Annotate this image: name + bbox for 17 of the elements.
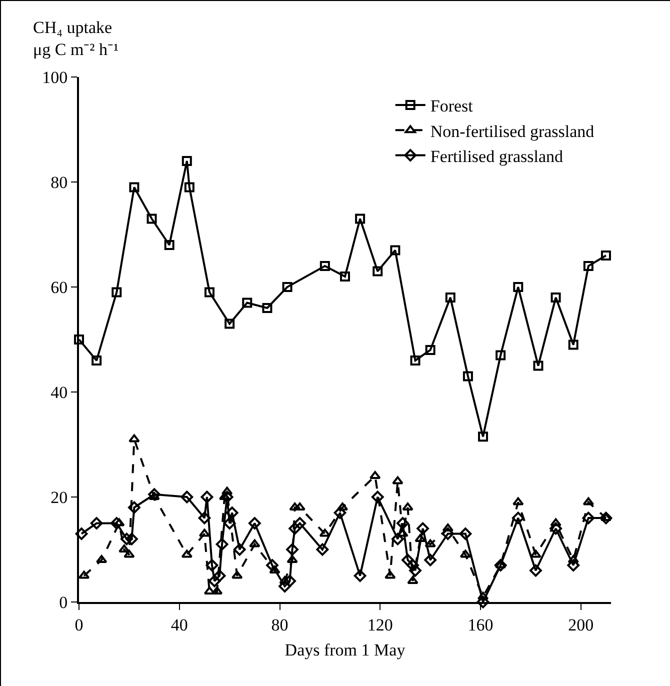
x-axis-title: Days from 1 May	[284, 640, 406, 660]
x-tick-label: 200	[568, 615, 594, 634]
y-axis-title: CH₄ uptake μg C m⁻² h⁻¹	[33, 18, 119, 60]
y-tick-label: 80	[50, 172, 68, 192]
y-tick-label: 0	[59, 592, 68, 612]
y-tick-label: 100	[42, 68, 68, 87]
x-tick-label: 0	[74, 615, 84, 634]
x-tick-label: 160	[468, 615, 494, 634]
x-tick-label: 80	[271, 615, 288, 634]
legend-label: Non-fertilised grassland	[430, 122, 595, 141]
y-tick-label: 20	[50, 488, 68, 507]
x-tick-label: 40	[170, 615, 188, 634]
legend-label: Fertilised grassland	[430, 146, 564, 166]
y-tick-label: 60	[50, 278, 68, 297]
x-tick-label: 120	[367, 615, 393, 634]
y-tick-label: 40	[50, 382, 68, 402]
legend-label: Forest	[430, 96, 474, 116]
